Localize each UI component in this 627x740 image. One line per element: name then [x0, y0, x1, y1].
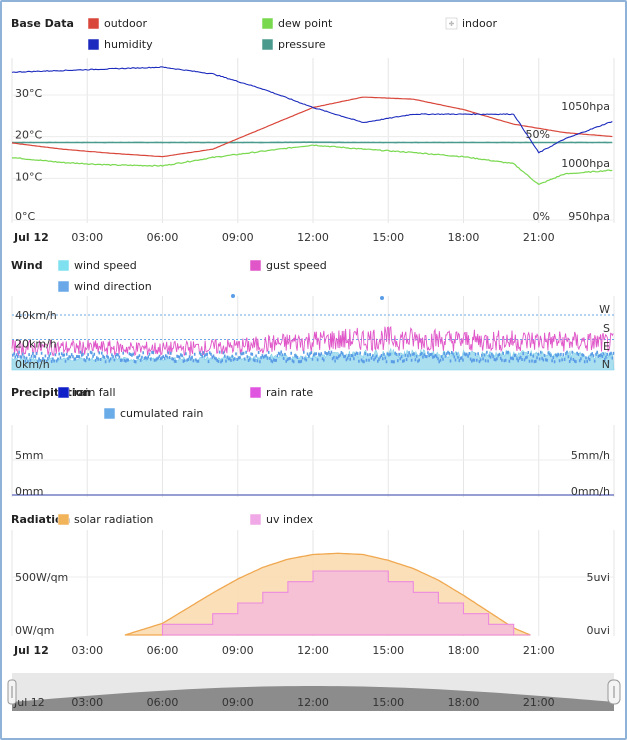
- wind-legend-wind-direction-swatch[interactable]: [57, 280, 70, 293]
- radiation-legend-uv-index: uv index: [266, 513, 314, 526]
- wind-y-right-label: E: [603, 340, 610, 353]
- navigator-time-label: 09:00: [222, 696, 254, 709]
- radiation-time-label: 06:00: [147, 644, 179, 657]
- precip-legend-rain-fall-swatch[interactable]: [57, 386, 70, 399]
- wind-direction-point: [380, 296, 384, 300]
- base-legend-humidity-swatch[interactable]: [87, 38, 100, 51]
- navigator-time-label: 06:00: [147, 696, 179, 709]
- base-y-right-label: 50%: [526, 128, 550, 141]
- radiation-time-label: 15:00: [372, 644, 404, 657]
- base-time-label: 03:00: [71, 231, 103, 244]
- precip-legend-rain-rate-swatch[interactable]: [249, 386, 262, 399]
- wind-y-right-label: N: [602, 358, 610, 371]
- radiation-y-right-label: 5uvi: [586, 571, 610, 584]
- wind-y-right-label: W: [599, 303, 610, 316]
- wind-legend-gust-speed-swatch[interactable]: [249, 259, 262, 272]
- base-legend-outdoor-swatch[interactable]: [87, 17, 100, 30]
- precip-y-right-label: 5mm/h: [571, 449, 610, 462]
- base-y-right-label: 1000hpa: [561, 157, 610, 170]
- base-y-left-label: 10°C: [15, 170, 42, 183]
- radiation-time-label: 03:00: [71, 644, 103, 657]
- wind-legend-gust-speed: gust speed: [266, 259, 327, 272]
- base-series-humidity: [11, 66, 613, 154]
- radiation-time-label: 21:00: [523, 644, 555, 657]
- precip-y-left-label: 5mm: [15, 449, 43, 462]
- base-y-left-label: 20°C: [15, 129, 42, 142]
- radiation-y-right-label: 0uvi: [586, 624, 610, 637]
- base-legend-pressure-swatch[interactable]: [261, 38, 274, 51]
- navigator-time-label: 21:00: [523, 696, 555, 709]
- radiation-title: Radiation: [11, 513, 70, 526]
- base-time-label: 18:00: [448, 231, 480, 244]
- wind-title: Wind: [11, 259, 43, 272]
- base-legend-dew-point: dew point: [278, 17, 333, 30]
- wind-direction-point: [231, 294, 235, 298]
- navigator-time-label: 18:00: [448, 696, 480, 709]
- time-navigator: Jul 12 03:00 06:00 09:00 12:00 15:00 18:00 21:0…: [7, 673, 621, 711]
- precip-legend-rain-fall: rain fall: [74, 386, 116, 399]
- base-legend-dew-point-swatch[interactable]: [261, 17, 274, 30]
- wind-legend-wind-speed-swatch[interactable]: [57, 259, 70, 272]
- base-legend-outdoor: outdoor: [104, 17, 147, 30]
- navigator-time-label: 15:00: [372, 696, 404, 709]
- base-y-left-label: 0°C: [15, 210, 35, 223]
- wind-y-left-label: 0km/h: [15, 358, 50, 371]
- base-y-right-label: 1050hpa: [561, 100, 610, 113]
- wind-legend-wind-direction: wind direction: [74, 280, 152, 293]
- wind-y-left-label: 20km/h: [15, 338, 57, 351]
- radiation-y-left-label: 500W/qm: [15, 571, 68, 584]
- radiation-panel: Radiation solar radiation uv index 500W/qm 0…: [11, 513, 615, 657]
- navigator-series: [12, 686, 614, 711]
- base-series-dew-point: [11, 144, 613, 185]
- precip-legend-rain-rate: rain rate: [266, 386, 313, 399]
- base-time-label: 09:00: [222, 231, 254, 244]
- radiation-y-left-label: 0W/qm: [15, 624, 54, 637]
- wind-panel: Wind wind speed gust speed wind direction 40…: [11, 259, 615, 371]
- base-y-right-label: 0%: [533, 210, 550, 223]
- wind-series-gust-speed: [11, 325, 614, 357]
- base-data-panel: Base Data outdoor dew point indoor humidity p…: [11, 17, 615, 244]
- precip-y-left-label: 0mm: [15, 485, 43, 498]
- base-legend-humidity: humidity: [104, 38, 153, 51]
- wind-series-wind-direction: [12, 350, 615, 364]
- precip-title: Precipitation: [11, 386, 91, 399]
- navigator-time-label: 12:00: [297, 696, 329, 709]
- radiation-series-uv-index: [161, 570, 531, 636]
- precip-y-right-label: 0mm/h: [571, 485, 610, 498]
- base-legend-pressure: pressure: [278, 38, 326, 51]
- precip-legend-cumulated-rain-swatch[interactable]: [103, 407, 116, 420]
- base-y-right-label: 950hpa: [568, 210, 610, 223]
- base-title: Base Data: [11, 17, 74, 30]
- radiation-legend-solar-radiation-swatch[interactable]: [57, 513, 70, 526]
- radiation-time-label: 09:00: [222, 644, 254, 657]
- base-legend-indoor-icon: [449, 21, 454, 26]
- base-time-label: 12:00: [297, 231, 329, 244]
- base-y-left-label: 30°C: [15, 87, 42, 100]
- base-time-label: 15:00: [372, 231, 404, 244]
- radiation-time-label: 12:00: [297, 644, 329, 657]
- radiation-legend-solar-radiation: solar radiation: [74, 513, 153, 526]
- navigator-time-label: 03:00: [71, 696, 103, 709]
- precip-legend-cumulated-rain: cumulated rain: [120, 407, 203, 420]
- wind-y-right-label: S: [603, 322, 610, 335]
- base-time-label: Jul 12: [13, 231, 49, 244]
- radiation-time-label: 18:00: [448, 644, 480, 657]
- navigator-time-label: Jul 12: [13, 696, 45, 709]
- radiation-legend-uv-index-swatch[interactable]: [249, 513, 262, 526]
- wind-y-left-label: 40km/h: [15, 309, 57, 322]
- radiation-time-label: Jul 12: [13, 644, 49, 657]
- base-time-label: 06:00: [147, 231, 179, 244]
- base-legend-indoor: indoor: [462, 17, 497, 30]
- base-time-label: 21:00: [523, 231, 555, 244]
- wind-legend-wind-speed: wind speed: [74, 259, 137, 272]
